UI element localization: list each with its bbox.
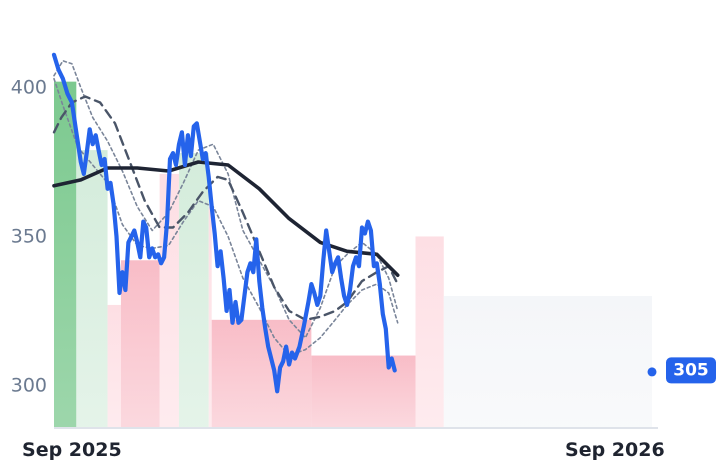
last-value-label: 305 bbox=[673, 360, 709, 380]
regime-band-down bbox=[311, 355, 416, 427]
regime-band-up bbox=[178, 153, 209, 427]
regime-band-weak_down bbox=[107, 304, 121, 427]
regime-band-up bbox=[76, 150, 108, 427]
x-tick-label: Sep 2025 bbox=[22, 439, 122, 461]
series-lines bbox=[51, 52, 657, 394]
regime-band-strong_up bbox=[54, 81, 77, 428]
regime-band-down bbox=[211, 319, 312, 427]
y-tick-label: 400 bbox=[11, 77, 47, 99]
regime-bands bbox=[54, 81, 652, 428]
regime-band-weak_down bbox=[208, 206, 212, 427]
series-line-band-upper bbox=[53, 60, 399, 339]
y-tick-label: 350 bbox=[11, 225, 47, 247]
regime-band-weak_down bbox=[415, 236, 444, 427]
regime-band-neutral bbox=[443, 296, 652, 427]
last-value-badge-box bbox=[666, 357, 716, 384]
axes: 300 350 400 Sep 2025 Sep 2026 bbox=[11, 77, 665, 461]
last-price-dot bbox=[647, 367, 657, 377]
y-tick-label: 300 bbox=[11, 374, 47, 396]
x-tick-label: Sep 2026 bbox=[565, 439, 665, 461]
last-value-badge: 305 bbox=[666, 357, 716, 384]
series-line-price bbox=[51, 52, 397, 394]
